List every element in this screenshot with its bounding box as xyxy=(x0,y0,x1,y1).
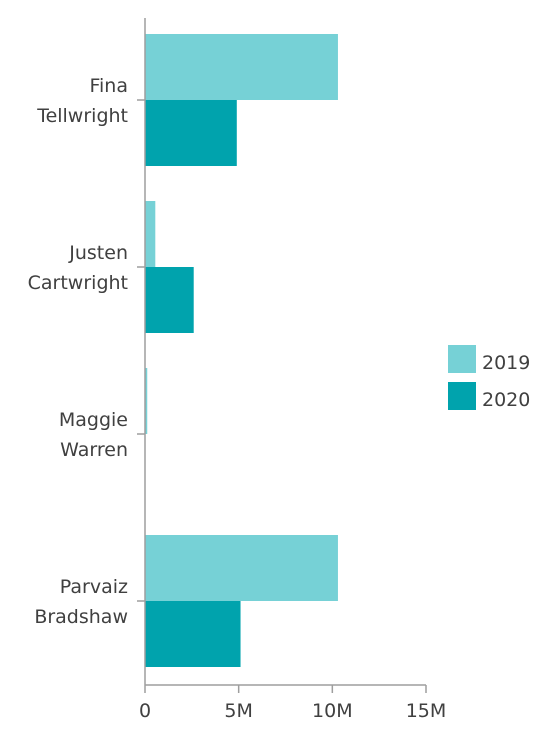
bar-2019-0 xyxy=(145,34,338,100)
category-label-1: Justen Cartwright xyxy=(28,242,128,294)
legend-swatch-2019 xyxy=(448,345,476,373)
category-label-line: Fina xyxy=(89,75,128,97)
x-tick-label-0: 0 xyxy=(139,700,151,722)
category-label-line: Parvaiz xyxy=(60,576,128,598)
category-label-line: Cartwright xyxy=(28,272,128,294)
legend-label-2020: 2020 xyxy=(482,389,530,411)
category-label-line: Warren xyxy=(60,439,128,461)
bar-2020-0 xyxy=(145,100,237,166)
legend-label-2019: 2019 xyxy=(482,352,530,374)
legend-swatch-2020 xyxy=(448,382,476,410)
category-label-line: Tellwright xyxy=(36,105,128,127)
category-label-0: Fina Tellwright xyxy=(36,75,128,127)
legend: 2019 2020 xyxy=(448,345,530,411)
bar-2020-3 xyxy=(145,601,241,667)
bar-2019-3 xyxy=(145,535,338,601)
category-label-2: Maggie Warren xyxy=(59,409,128,461)
bar-2020-1 xyxy=(145,267,194,333)
x-tick-label-2: 10M xyxy=(312,700,353,722)
axes-layer: Fina Tellwright Justen Cartwright Maggie Warr… xyxy=(28,18,447,722)
bars-layer xyxy=(145,34,338,667)
x-tick-label-3: 15M xyxy=(406,700,447,722)
category-label-line: Bradshaw xyxy=(34,606,128,628)
category-label-line: Maggie xyxy=(59,409,128,431)
category-label-3: Parvaiz Bradshaw xyxy=(34,576,128,628)
bar-2019-1 xyxy=(145,201,156,267)
category-label-line: Justen xyxy=(68,242,128,264)
bar-2019-2 xyxy=(145,368,148,434)
x-tick-label-1: 5M xyxy=(224,700,252,722)
